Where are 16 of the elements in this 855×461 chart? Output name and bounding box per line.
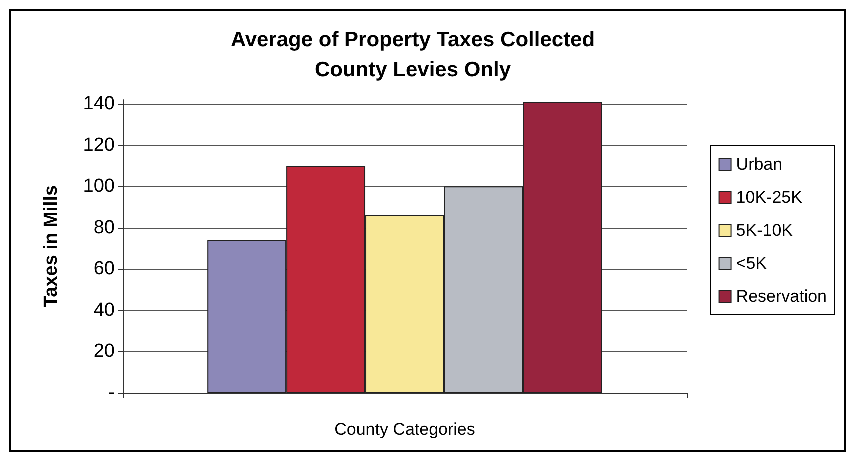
y-tick-label: - [108,382,115,404]
legend-label: Urban [736,155,783,174]
x-axis-title: County Categories [334,420,476,439]
y-tick-label: 20 [94,341,115,362]
y-axis-title: Taxes in Mills [41,185,62,308]
legend-label: 5K-10K [736,221,794,240]
y-tick-label: 40 [94,300,115,321]
y-tick-label: 140 [83,94,115,115]
chart-title: Average of Property Taxes Collected County Levies Only [230,28,596,82]
y-tick-label: 60 [94,258,115,280]
y-tick-label: 120 [83,134,115,156]
y-tick-label: 100 [83,176,115,198]
legend-label: Reservation [736,287,828,306]
legend-label: <5K [736,254,768,273]
legend-label: 10K-25K [736,188,804,207]
y-tick-label: 80 [94,217,115,238]
